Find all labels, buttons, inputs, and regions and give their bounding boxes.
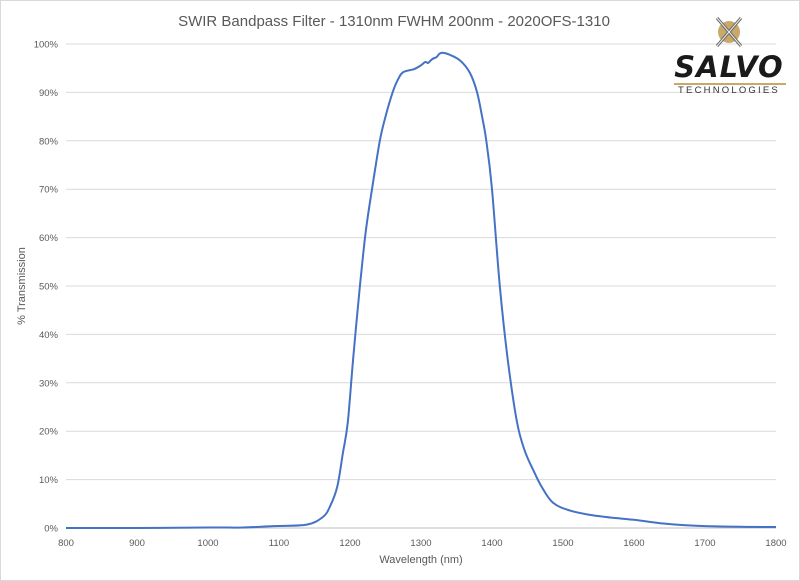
logo-wordmark: SALVO bbox=[674, 50, 784, 84]
x-tick-label: 800 bbox=[58, 538, 74, 549]
x-tick-label: 1100 bbox=[269, 538, 289, 549]
x-tick-label: 1700 bbox=[694, 538, 715, 549]
x-tick-label: 1300 bbox=[410, 538, 431, 549]
y-tick-labels: 0% 10% 20% 30% 40% 50% 60% 70% 80% 90% 100% bbox=[34, 40, 59, 535]
y-tick-label: 90% bbox=[39, 88, 59, 99]
y-tick-label: 20% bbox=[39, 427, 59, 438]
x-tick-labels: 800 900 1000 1100 1200 1300 1400 1500 1600 1700 18… bbox=[58, 538, 787, 549]
logo-subtitle: TECHNOLOGIES bbox=[678, 85, 780, 96]
y-tick-label: 0% bbox=[44, 524, 58, 535]
logo-emblem-icon bbox=[715, 17, 743, 47]
y-tick-label: 80% bbox=[39, 136, 59, 147]
x-tick-label: 900 bbox=[129, 538, 145, 549]
y-tick-label: 30% bbox=[39, 378, 59, 389]
x-tick-label: 1400 bbox=[481, 538, 502, 549]
y-tick-label: 40% bbox=[39, 330, 59, 341]
chart-title: SWIR Bandpass Filter - 1310nm FWHM 200nm… bbox=[178, 13, 610, 30]
y-axis-label: % Transmission bbox=[16, 247, 28, 325]
y-tick-label: 70% bbox=[39, 185, 59, 196]
y-tick-label: 10% bbox=[39, 475, 59, 486]
logo-divider bbox=[674, 83, 786, 85]
x-tick-label: 1000 bbox=[197, 538, 218, 549]
salvo-technologies-logo: SALVO TECHNOLOGIES bbox=[668, 12, 790, 96]
y-tick-label: 60% bbox=[39, 233, 59, 244]
gridlines bbox=[66, 43, 776, 529]
y-tick-label: 100% bbox=[34, 40, 59, 51]
x-axis-label: Wavelength (nm) bbox=[379, 554, 462, 566]
y-tick-label: 50% bbox=[39, 282, 59, 293]
x-tick-label: 1800 bbox=[765, 538, 786, 549]
x-tick-label: 1600 bbox=[623, 538, 644, 549]
x-tick-label: 1500 bbox=[552, 538, 573, 549]
series-line-transmission bbox=[65, 51, 777, 530]
x-tick-label: 1200 bbox=[339, 538, 360, 549]
